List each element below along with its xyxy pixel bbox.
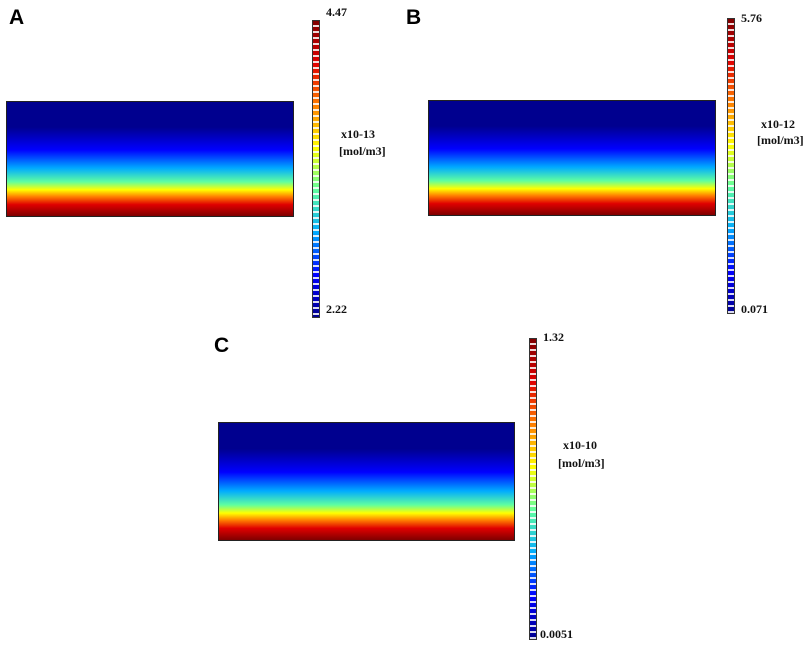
concentration-field-c [218,422,515,541]
panel-label-b: B [406,6,422,29]
panel-label-a: A [9,6,25,29]
colorbar-max-a: 4.47 [326,5,347,19]
panel-label-c: C [214,334,230,357]
colorbar-b [727,18,735,314]
colorbar-max-c: 1.32 [543,330,564,344]
colorbar-min-c: 0.0051 [540,627,573,641]
colorbar-unit-a: [mol/m3] [339,144,386,158]
concentration-field-a [6,101,294,217]
colorbar-min-a: 2.22 [326,302,347,316]
concentration-field-b [428,100,716,216]
colorbar-scale-c: x10-10 [563,438,597,452]
colorbar-scale-a: x10-13 [341,127,375,141]
colorbar-scale-b: x10-12 [761,117,795,131]
colorbar-unit-c: [mol/m3] [558,456,605,470]
colorbar-c [529,338,537,640]
colorbar-max-b: 5.76 [741,11,762,25]
colorbar-min-b: 0.071 [741,302,768,316]
colorbar-a [312,20,320,318]
colorbar-unit-b: [mol/m3] [757,133,804,147]
